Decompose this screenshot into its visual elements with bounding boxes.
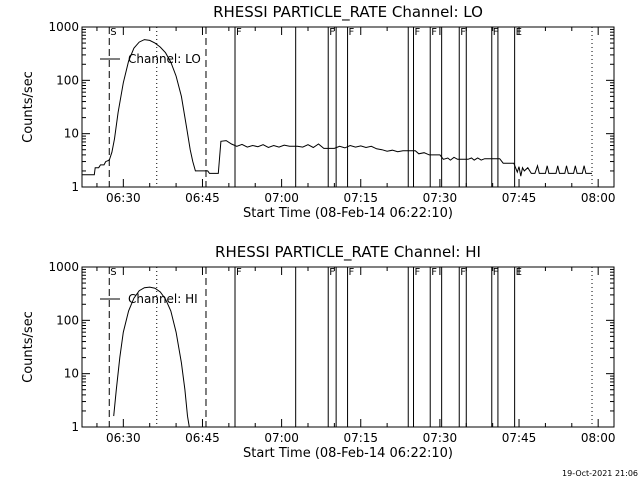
y-tick-label: 10 xyxy=(64,367,79,381)
x-axis-label: Start Time (08-Feb-14 06:22:10) xyxy=(243,206,453,221)
marker-flag: S xyxy=(110,267,116,278)
x-tick-label: 06:30 xyxy=(106,191,141,205)
x-tick-label: 07:00 xyxy=(264,431,299,445)
marker-flag: F xyxy=(431,267,437,278)
marker-flag: S xyxy=(110,27,116,38)
x-axis-label: Start Time (08-Feb-14 06:22:10) xyxy=(243,446,453,461)
chart-panel-hi: RHESSI PARTICLE_RATE Channel: HI 06:30 06:… xyxy=(21,243,615,461)
chart-title: RHESSI PARTICLE_RATE Channel: LO xyxy=(213,3,483,22)
x-tick-label: 07:30 xyxy=(423,191,458,205)
marker-flag: F xyxy=(329,267,335,278)
chart-panel-lo: RHESSI PARTICLE_RATE Channel: LO 06:30 06:… xyxy=(21,3,615,221)
y-axis-label: Counts/sec xyxy=(21,71,36,143)
marker-flag: E xyxy=(516,267,522,278)
series-line xyxy=(113,286,190,428)
x-tick-label: 07:45 xyxy=(502,191,537,205)
x-tick-label: 08:00 xyxy=(581,431,616,445)
legend-label: Channel: HI xyxy=(128,292,198,306)
x-tick-label: 07:15 xyxy=(343,191,378,205)
marker-flag: E xyxy=(516,27,522,38)
marker-flag: F xyxy=(415,267,421,278)
x-tick-label: 07:00 xyxy=(264,191,299,205)
y-tick-label: 1000 xyxy=(48,260,79,274)
series-line xyxy=(82,39,592,177)
x-tick-label: 07:15 xyxy=(343,431,378,445)
chart-title: RHESSI PARTICLE_RATE Channel: HI xyxy=(215,243,481,262)
marker-flag: F xyxy=(460,27,466,38)
marker-flag: F xyxy=(236,267,242,278)
marker-flag: F xyxy=(236,27,242,38)
marker-flag: F xyxy=(349,27,355,38)
footer-timestamp: 19-Oct-2021 21:06 xyxy=(562,469,638,478)
marker-flag: F xyxy=(329,27,335,38)
x-tick-label: 07:30 xyxy=(423,431,458,445)
y-axis-label: Counts/sec xyxy=(21,311,36,383)
x-tick-label: 06:30 xyxy=(106,431,141,445)
y-tick-label: 1000 xyxy=(48,20,79,34)
y-tick-label: 10 xyxy=(64,127,79,141)
x-tick-label: 06:45 xyxy=(185,191,220,205)
marker-flag: F xyxy=(431,27,437,38)
marker-flag: F xyxy=(415,27,421,38)
marker-flag: F xyxy=(460,267,466,278)
x-tick-label: 07:45 xyxy=(502,431,537,445)
y-tick-label: 1 xyxy=(71,420,79,434)
y-tick-label: 100 xyxy=(56,313,79,327)
x-tick-label: 08:00 xyxy=(581,191,616,205)
y-tick-label: 100 xyxy=(56,73,79,87)
x-tick-label: 06:45 xyxy=(185,431,220,445)
marker-flag: F xyxy=(349,267,355,278)
marker-flag: F xyxy=(493,27,499,38)
legend-label: Channel: LO xyxy=(128,52,201,66)
y-tick-label: 1 xyxy=(71,180,79,194)
marker-flag: F xyxy=(493,267,499,278)
